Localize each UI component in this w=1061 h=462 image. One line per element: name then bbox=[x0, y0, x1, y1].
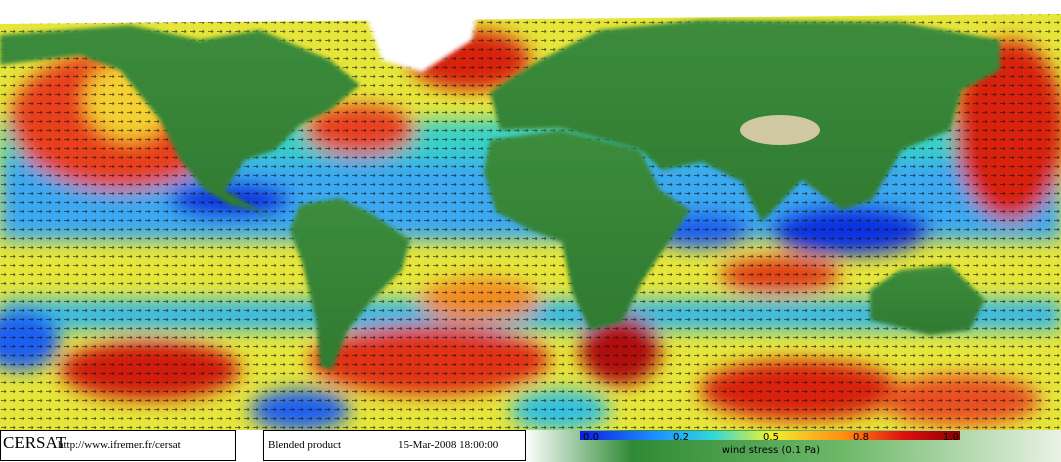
colorbar-tick-label: 0.8 bbox=[853, 432, 869, 443]
land bbox=[0, 20, 1000, 370]
url: http://www.ifremer.fr/cersat bbox=[58, 439, 181, 451]
colorbar-tick-label: 0.5 bbox=[763, 432, 779, 443]
colorbar-tick-label: 0.2 bbox=[673, 432, 689, 443]
colorbar-ticks: 0.0 0.2 0.5 0.8 1.0 bbox=[583, 432, 959, 443]
footer: CERSAT http://www.ifremer.fr/cersat Blen… bbox=[0, 430, 1061, 462]
colorbar bbox=[580, 431, 960, 440]
product: Blended product bbox=[268, 439, 341, 451]
colorbar-label: wind stress (0.1 Pa) bbox=[722, 445, 820, 456]
colorbar-tick-label: 0.0 bbox=[583, 432, 599, 443]
logo: CERSAT bbox=[3, 433, 67, 452]
ice bbox=[0, 0, 1061, 72]
colorbar-tick-label: 1.0 bbox=[943, 432, 959, 443]
datetime: 15-Mar-2008 18:00:00 bbox=[398, 439, 499, 451]
